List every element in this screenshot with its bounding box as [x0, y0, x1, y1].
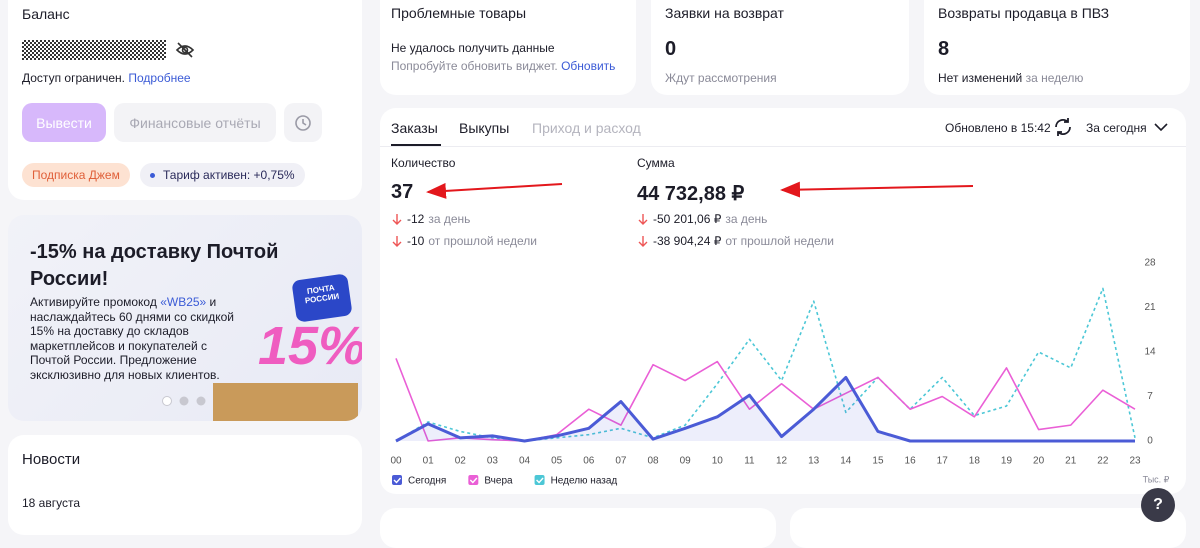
period: за неделю: [1025, 71, 1084, 85]
down-arrow: [392, 214, 402, 225]
hint-text: Попробуйте обновить виджет.: [391, 59, 558, 73]
refresh-link[interactable]: Обновить: [561, 59, 616, 73]
widget-error: Не удалось получить данные: [391, 41, 555, 55]
news-date: 18 августа: [22, 496, 81, 510]
change-value: -12: [407, 212, 425, 226]
tab-underline: [391, 144, 441, 146]
promo-text-2: и наслаждайтесь 60 днями со скидкой 15% …: [30, 295, 234, 382]
bottom-card: [790, 508, 1186, 548]
tariff-text: Тариф активен: +0,75%: [163, 168, 295, 182]
balance-title: Баланс: [22, 6, 70, 22]
change: -50 201,06 ₽ за день: [637, 212, 767, 226]
bottom-card: [380, 508, 776, 548]
page: Баланс Доступ ограничен. Подробнее Вывес…: [8, 0, 1190, 522]
metric-label: Количество: [391, 156, 456, 170]
subscription-chip[interactable]: Подписка Джем: [22, 163, 130, 187]
tab[interactable]: Приход и расход: [532, 120, 641, 136]
orders-card: Заказы Выкупы Приход и расход Обновлено …: [380, 108, 1186, 494]
period-select[interactable]: За сегодня: [1086, 121, 1147, 135]
withdraw-button[interactable]: Вывести: [22, 103, 106, 142]
change-period: от прошлой недели: [428, 234, 537, 248]
refresh-icon[interactable]: [1052, 116, 1074, 138]
widget-title: Заявки на возврат: [665, 5, 784, 21]
change-value: -10: [407, 234, 425, 248]
box: [213, 383, 358, 421]
pvz-widget: Возвраты продавца в ПВЗ 8 Нет изменений …: [924, 0, 1190, 95]
metric-label: Сумма: [637, 156, 675, 170]
widget-value: 8: [938, 38, 950, 60]
change-value: -38 904,24 ₽: [653, 234, 722, 248]
promo-card[interactable]: -15% на доставку Почтой России! Активиру…: [8, 215, 362, 421]
promo-text-1: Активируйте промокод: [30, 295, 161, 309]
change: -38 904,24 ₽ от прошлой недели: [637, 234, 834, 248]
change-period: от прошлой недели: [725, 234, 834, 248]
help-button[interactable]: ?: [1141, 488, 1175, 522]
dot: [150, 172, 155, 178]
change-value: -50 201,06 ₽: [653, 212, 722, 226]
widget-hint: Попробуйте обновить виджет. Обновить: [391, 59, 615, 73]
problem-widget: Проблемные товары Не удалось получить да…: [380, 0, 636, 95]
history-icon: [295, 114, 311, 131]
widget-title: Проблемные товары: [391, 5, 527, 21]
down-arrow: [392, 236, 402, 247]
down-arrow: [638, 214, 648, 225]
masked-balance: [22, 40, 195, 60]
change: -12 за день: [391, 212, 470, 226]
tabs-divider: [380, 146, 1186, 147]
widget-note: Ждут рассмотрения: [665, 71, 777, 85]
balance-card: Баланс Доступ ограничен. Подробнее Вывес…: [8, 0, 362, 200]
note: Нет изменений: [938, 71, 1023, 85]
down-arrow: [638, 236, 648, 247]
widget-title: Возвраты продавца в ПВЗ: [938, 5, 1110, 21]
updated: Обновлено в 15:42: [945, 121, 1051, 135]
promo-text: Активируйте промокод «WB25» и наслаждайт…: [30, 295, 245, 382]
tab[interactable]: Заказы: [391, 120, 438, 136]
chevron[interactable]: [1153, 120, 1169, 134]
returns-widget: Заявки на возврат 0 Ждут рассмотрения: [651, 0, 909, 95]
access-note: Доступ ограничен. Подробнее: [22, 71, 191, 85]
change-period: за день: [428, 212, 471, 226]
news-title: Новости: [22, 451, 81, 468]
change-period: за день: [725, 212, 768, 226]
news-card: Новости 18 августа: [8, 435, 362, 535]
history-button[interactable]: [284, 103, 322, 142]
metric-value: 37: [391, 181, 414, 203]
access-link[interactable]: Подробнее: [128, 71, 191, 85]
tab[interactable]: Выкупы: [459, 120, 510, 136]
reports-button[interactable]: Финансовые отчёты: [114, 103, 276, 142]
access-text: Доступ ограничен.: [22, 71, 126, 85]
promo-title: -15% на доставку Почтой России!: [30, 241, 279, 290]
widget-note: Нет изменений за неделю: [938, 71, 1083, 85]
tariff-chip[interactable]: Тариф активен: +0,75%: [140, 163, 305, 187]
widget-value: 0: [665, 38, 677, 60]
promo-code: «WB25»: [160, 295, 207, 309]
change: -10 от прошлой недели: [391, 234, 537, 248]
carousel-dots[interactable]: [158, 393, 218, 409]
metric-value: 44 732,88 ₽: [637, 183, 745, 205]
promo-big: 15%: [258, 316, 362, 376]
